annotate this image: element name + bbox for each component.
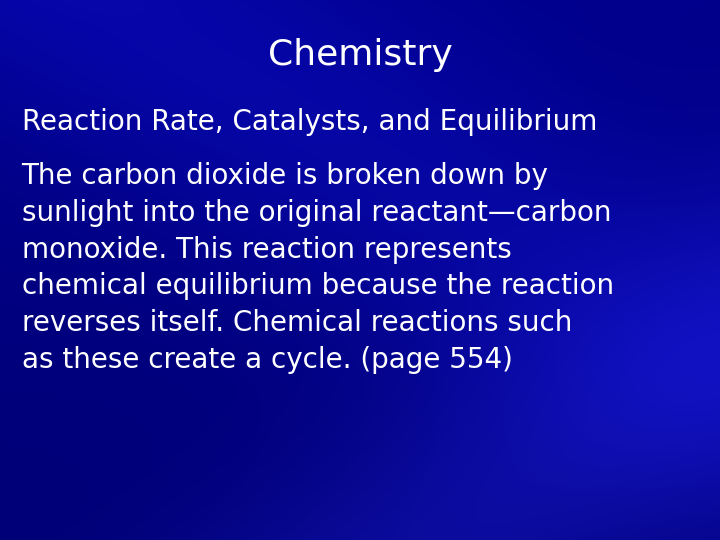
Text: The carbon dioxide is broken down by
sunlight into the original reactant—carbon
: The carbon dioxide is broken down by sun… xyxy=(22,162,613,374)
Text: Chemistry: Chemistry xyxy=(268,38,452,72)
Text: Reaction Rate, Catalysts, and Equilibrium: Reaction Rate, Catalysts, and Equilibriu… xyxy=(22,108,597,136)
